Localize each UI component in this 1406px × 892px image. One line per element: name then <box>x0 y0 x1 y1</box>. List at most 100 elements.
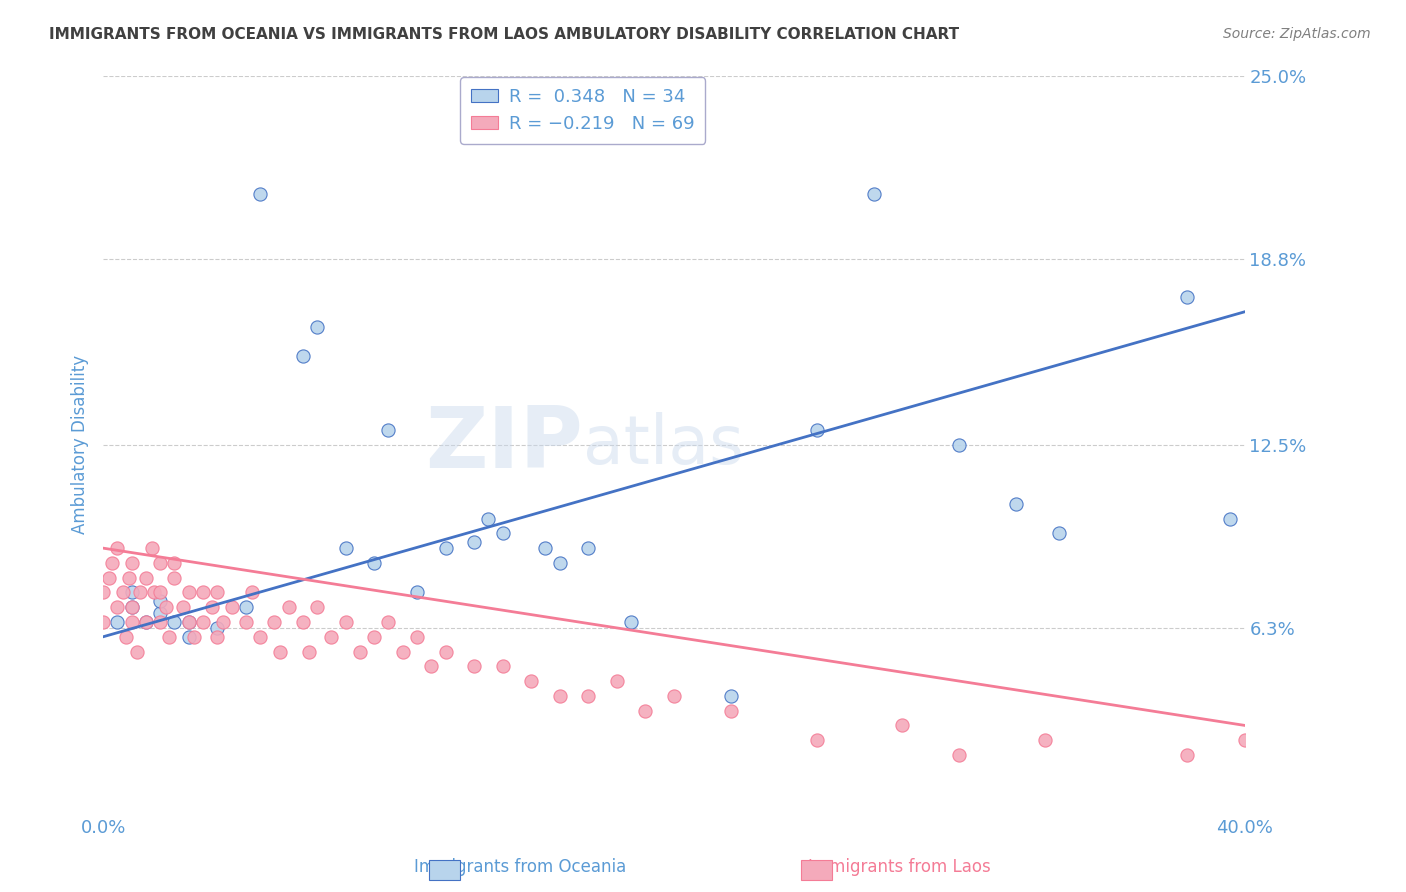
Point <box>115 630 138 644</box>
Point <box>149 606 172 620</box>
Point <box>112 585 135 599</box>
Point <box>207 630 229 644</box>
Point <box>200 600 222 615</box>
Point <box>297 644 319 658</box>
Point <box>177 630 200 644</box>
Point <box>97 571 120 585</box>
Point <box>263 615 285 629</box>
Point <box>135 571 157 585</box>
Point <box>291 615 314 629</box>
Point <box>221 600 243 615</box>
Point <box>135 615 157 629</box>
Point <box>177 585 200 599</box>
Text: Immigrants from Laos: Immigrants from Laos <box>808 858 991 876</box>
Point <box>891 718 914 732</box>
Point <box>377 615 399 629</box>
Point <box>620 615 643 629</box>
Point <box>1005 497 1028 511</box>
Text: IMMIGRANTS FROM OCEANIA VS IMMIGRANTS FROM LAOS AMBULATORY DISABILITY CORRELATIO: IMMIGRANTS FROM OCEANIA VS IMMIGRANTS FR… <box>49 27 959 42</box>
Point <box>720 689 742 703</box>
Point <box>149 615 172 629</box>
Point <box>321 630 343 644</box>
Point <box>91 585 114 599</box>
Point <box>434 541 457 556</box>
Text: atlas: atlas <box>582 412 744 478</box>
Point <box>307 319 329 334</box>
Point <box>277 600 299 615</box>
Point <box>155 600 177 615</box>
Point <box>127 644 149 658</box>
Point <box>634 704 657 718</box>
Point <box>121 556 143 570</box>
Point <box>172 600 194 615</box>
Point <box>240 585 263 599</box>
Point <box>806 733 828 747</box>
Point <box>121 585 143 599</box>
Point <box>307 600 329 615</box>
Text: Immigrants from Oceania: Immigrants from Oceania <box>415 858 626 876</box>
Point <box>183 630 205 644</box>
Point <box>163 571 186 585</box>
Point <box>491 526 513 541</box>
Point <box>121 600 143 615</box>
Point <box>463 659 485 673</box>
Point <box>420 659 443 673</box>
Point <box>948 438 970 452</box>
Legend: R =  0.348   N = 34, R = −0.219   N = 69: R = 0.348 N = 34, R = −0.219 N = 69 <box>460 78 706 144</box>
Point <box>662 689 685 703</box>
Point <box>463 535 485 549</box>
Point <box>477 511 499 525</box>
Point <box>520 674 543 689</box>
Point <box>548 556 571 570</box>
Point <box>105 615 128 629</box>
Point <box>606 674 628 689</box>
Point <box>163 556 186 570</box>
Point <box>363 630 385 644</box>
Point <box>406 585 429 599</box>
Point <box>1233 733 1256 747</box>
Point <box>157 630 180 644</box>
Point <box>141 541 163 556</box>
Point <box>576 541 599 556</box>
Point <box>1219 511 1241 525</box>
Y-axis label: Ambulatory Disability: Ambulatory Disability <box>72 355 89 534</box>
Point <box>212 615 235 629</box>
Point <box>720 704 742 718</box>
Point <box>149 594 172 608</box>
Point <box>105 541 128 556</box>
Point <box>948 747 970 762</box>
Point <box>235 615 257 629</box>
Point <box>121 600 143 615</box>
Point <box>143 585 166 599</box>
Point <box>91 615 114 629</box>
Point <box>335 541 357 556</box>
Point <box>207 585 229 599</box>
Point <box>269 644 291 658</box>
Point <box>377 423 399 437</box>
Point <box>1033 733 1056 747</box>
Point <box>235 600 257 615</box>
Point <box>163 615 186 629</box>
Point <box>434 644 457 658</box>
Point <box>862 186 884 201</box>
Point <box>249 630 271 644</box>
Point <box>118 571 141 585</box>
Point <box>1177 290 1199 304</box>
Point <box>135 615 157 629</box>
Point <box>100 556 122 570</box>
Point <box>491 659 513 673</box>
Point <box>121 615 143 629</box>
Point <box>548 689 571 703</box>
Point <box>291 349 314 363</box>
Point <box>363 556 385 570</box>
Point <box>1047 526 1070 541</box>
Point <box>349 644 371 658</box>
Point <box>177 615 200 629</box>
Point <box>576 689 599 703</box>
Point <box>406 630 429 644</box>
Point <box>534 541 557 556</box>
Point <box>806 423 828 437</box>
Point <box>191 585 214 599</box>
Point <box>249 186 271 201</box>
Point <box>335 615 357 629</box>
